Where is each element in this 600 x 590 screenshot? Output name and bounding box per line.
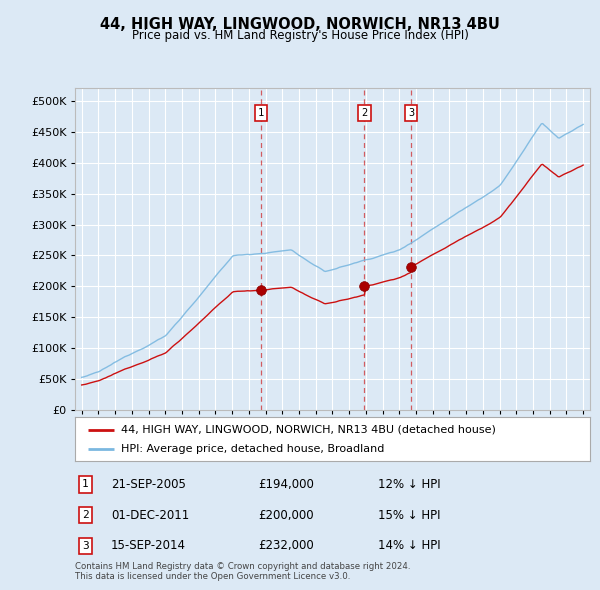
Text: 21-SEP-2005: 21-SEP-2005 [111,478,186,491]
Text: 3: 3 [82,541,89,550]
Text: 44, HIGH WAY, LINGWOOD, NORWICH, NR13 4BU (detached house): 44, HIGH WAY, LINGWOOD, NORWICH, NR13 4B… [121,425,496,434]
Text: 3: 3 [408,108,414,118]
Text: £232,000: £232,000 [258,539,314,552]
Text: This data is licensed under the Open Government Licence v3.0.: This data is licensed under the Open Gov… [75,572,350,581]
Text: £194,000: £194,000 [258,478,314,491]
Text: HPI: Average price, detached house, Broadland: HPI: Average price, detached house, Broa… [121,444,385,454]
Text: 2: 2 [361,108,368,118]
Text: 14% ↓ HPI: 14% ↓ HPI [378,539,440,552]
Text: 15-SEP-2014: 15-SEP-2014 [111,539,186,552]
Text: Price paid vs. HM Land Registry's House Price Index (HPI): Price paid vs. HM Land Registry's House … [131,30,469,42]
Text: 12% ↓ HPI: 12% ↓ HPI [378,478,440,491]
Text: 1: 1 [258,108,264,118]
Text: 44, HIGH WAY, LINGWOOD, NORWICH, NR13 4BU: 44, HIGH WAY, LINGWOOD, NORWICH, NR13 4B… [100,17,500,31]
Text: 01-DEC-2011: 01-DEC-2011 [111,509,189,522]
Text: £200,000: £200,000 [258,509,314,522]
Text: 15% ↓ HPI: 15% ↓ HPI [378,509,440,522]
Text: Contains HM Land Registry data © Crown copyright and database right 2024.: Contains HM Land Registry data © Crown c… [75,562,410,571]
Text: 1: 1 [82,480,89,489]
Text: 2: 2 [82,510,89,520]
